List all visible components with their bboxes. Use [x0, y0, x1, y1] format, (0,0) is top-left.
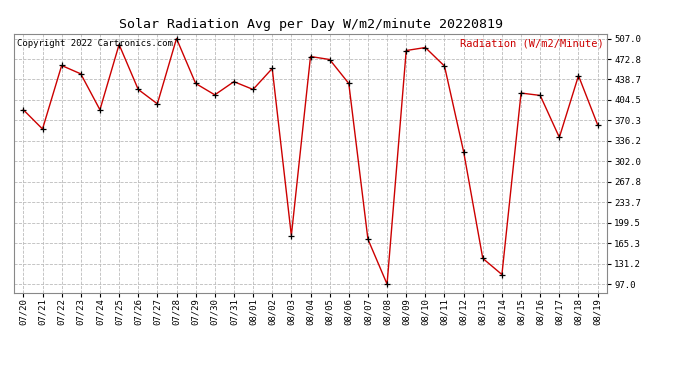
Text: Copyright 2022 Cartronics.com: Copyright 2022 Cartronics.com	[17, 39, 172, 48]
Title: Solar Radiation Avg per Day W/m2/minute 20220819: Solar Radiation Avg per Day W/m2/minute …	[119, 18, 502, 31]
Text: Radiation (W/m2/Minute): Radiation (W/m2/Minute)	[460, 39, 604, 49]
